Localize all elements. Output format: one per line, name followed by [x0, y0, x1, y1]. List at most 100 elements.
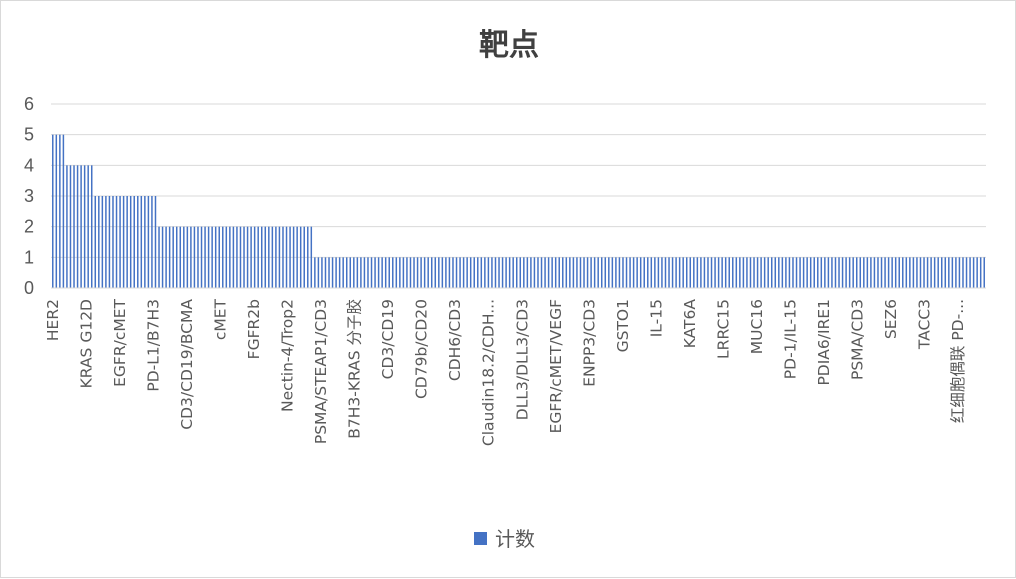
x-tick-label: CD3/CD19 — [379, 299, 397, 379]
bar — [66, 165, 68, 288]
bar — [838, 257, 840, 288]
bar — [519, 257, 522, 288]
bar — [562, 257, 564, 288]
bar — [161, 226, 164, 288]
bar — [335, 257, 337, 288]
bar — [122, 196, 125, 288]
bar — [211, 226, 213, 288]
x-tick-label: PD-1/IL-15 — [781, 299, 799, 379]
bar — [763, 257, 766, 288]
bar — [650, 257, 653, 288]
bar — [69, 165, 72, 288]
bar — [108, 196, 111, 288]
bar — [841, 257, 844, 288]
bar — [597, 257, 599, 288]
bar — [551, 257, 553, 288]
bar — [193, 226, 196, 288]
bar — [792, 257, 794, 288]
bar — [887, 257, 890, 288]
x-tick-label: HER2 — [44, 299, 62, 341]
bar — [820, 257, 823, 288]
bar — [83, 165, 86, 288]
bar — [462, 257, 465, 288]
bar — [264, 226, 267, 288]
bar — [537, 257, 539, 288]
bar — [434, 257, 437, 288]
bar — [940, 257, 943, 288]
bar — [494, 257, 497, 288]
bar — [225, 226, 228, 288]
bar — [296, 226, 298, 288]
bar — [505, 257, 507, 288]
bar — [558, 257, 560, 288]
bar — [480, 257, 483, 288]
x-tick-label: LRRC15 — [714, 299, 732, 359]
bar — [239, 226, 242, 288]
bar — [611, 257, 614, 288]
bar — [59, 134, 61, 288]
y-tick-label: 4 — [24, 155, 34, 175]
bar — [926, 257, 929, 288]
bar — [682, 257, 684, 288]
bar — [933, 257, 936, 288]
bar — [151, 196, 153, 288]
bar — [632, 257, 635, 288]
bar — [749, 257, 752, 288]
bar — [855, 257, 858, 288]
bar — [183, 226, 185, 288]
bar — [158, 226, 160, 288]
bar — [473, 257, 475, 288]
bar — [547, 257, 550, 288]
bar — [363, 257, 366, 288]
bar — [190, 226, 192, 288]
bar — [423, 257, 426, 288]
bar — [894, 257, 897, 288]
bar — [246, 226, 249, 288]
bar — [168, 226, 171, 288]
bar — [540, 257, 543, 288]
bar — [214, 226, 217, 288]
bar — [544, 257, 546, 288]
bar — [728, 257, 730, 288]
bar — [721, 257, 723, 288]
bar — [384, 257, 387, 288]
bar — [275, 226, 277, 288]
bar — [636, 257, 638, 288]
bar — [377, 257, 380, 288]
bar — [165, 226, 167, 288]
bar — [179, 226, 182, 288]
bar — [604, 257, 607, 288]
bar — [406, 257, 408, 288]
bar — [76, 165, 79, 288]
x-tick-label: cMET — [212, 298, 230, 340]
bar — [678, 257, 681, 288]
bar — [430, 257, 433, 288]
bar — [381, 257, 383, 288]
bar — [98, 196, 100, 288]
bar — [299, 226, 302, 288]
bar — [955, 257, 957, 288]
bar — [732, 257, 734, 288]
bar — [115, 196, 118, 288]
bar — [395, 257, 398, 288]
x-tick-label: Nectin-4/Trop2 — [279, 299, 297, 412]
bar — [689, 257, 692, 288]
bar — [880, 257, 883, 288]
bar — [593, 257, 596, 288]
bar — [863, 257, 865, 288]
bar — [349, 257, 352, 288]
x-tick-label: CD3/CD19/BCMA — [178, 299, 196, 430]
bar — [717, 257, 720, 288]
bar — [824, 257, 826, 288]
bar — [73, 165, 75, 288]
bar — [891, 257, 893, 288]
bar — [629, 257, 631, 288]
bar — [969, 257, 971, 288]
bar — [795, 257, 798, 288]
bar — [459, 257, 461, 288]
bar — [119, 196, 121, 288]
bar — [137, 196, 139, 288]
bar — [788, 257, 791, 288]
legend: 计数 — [474, 527, 535, 551]
bar — [374, 257, 376, 288]
